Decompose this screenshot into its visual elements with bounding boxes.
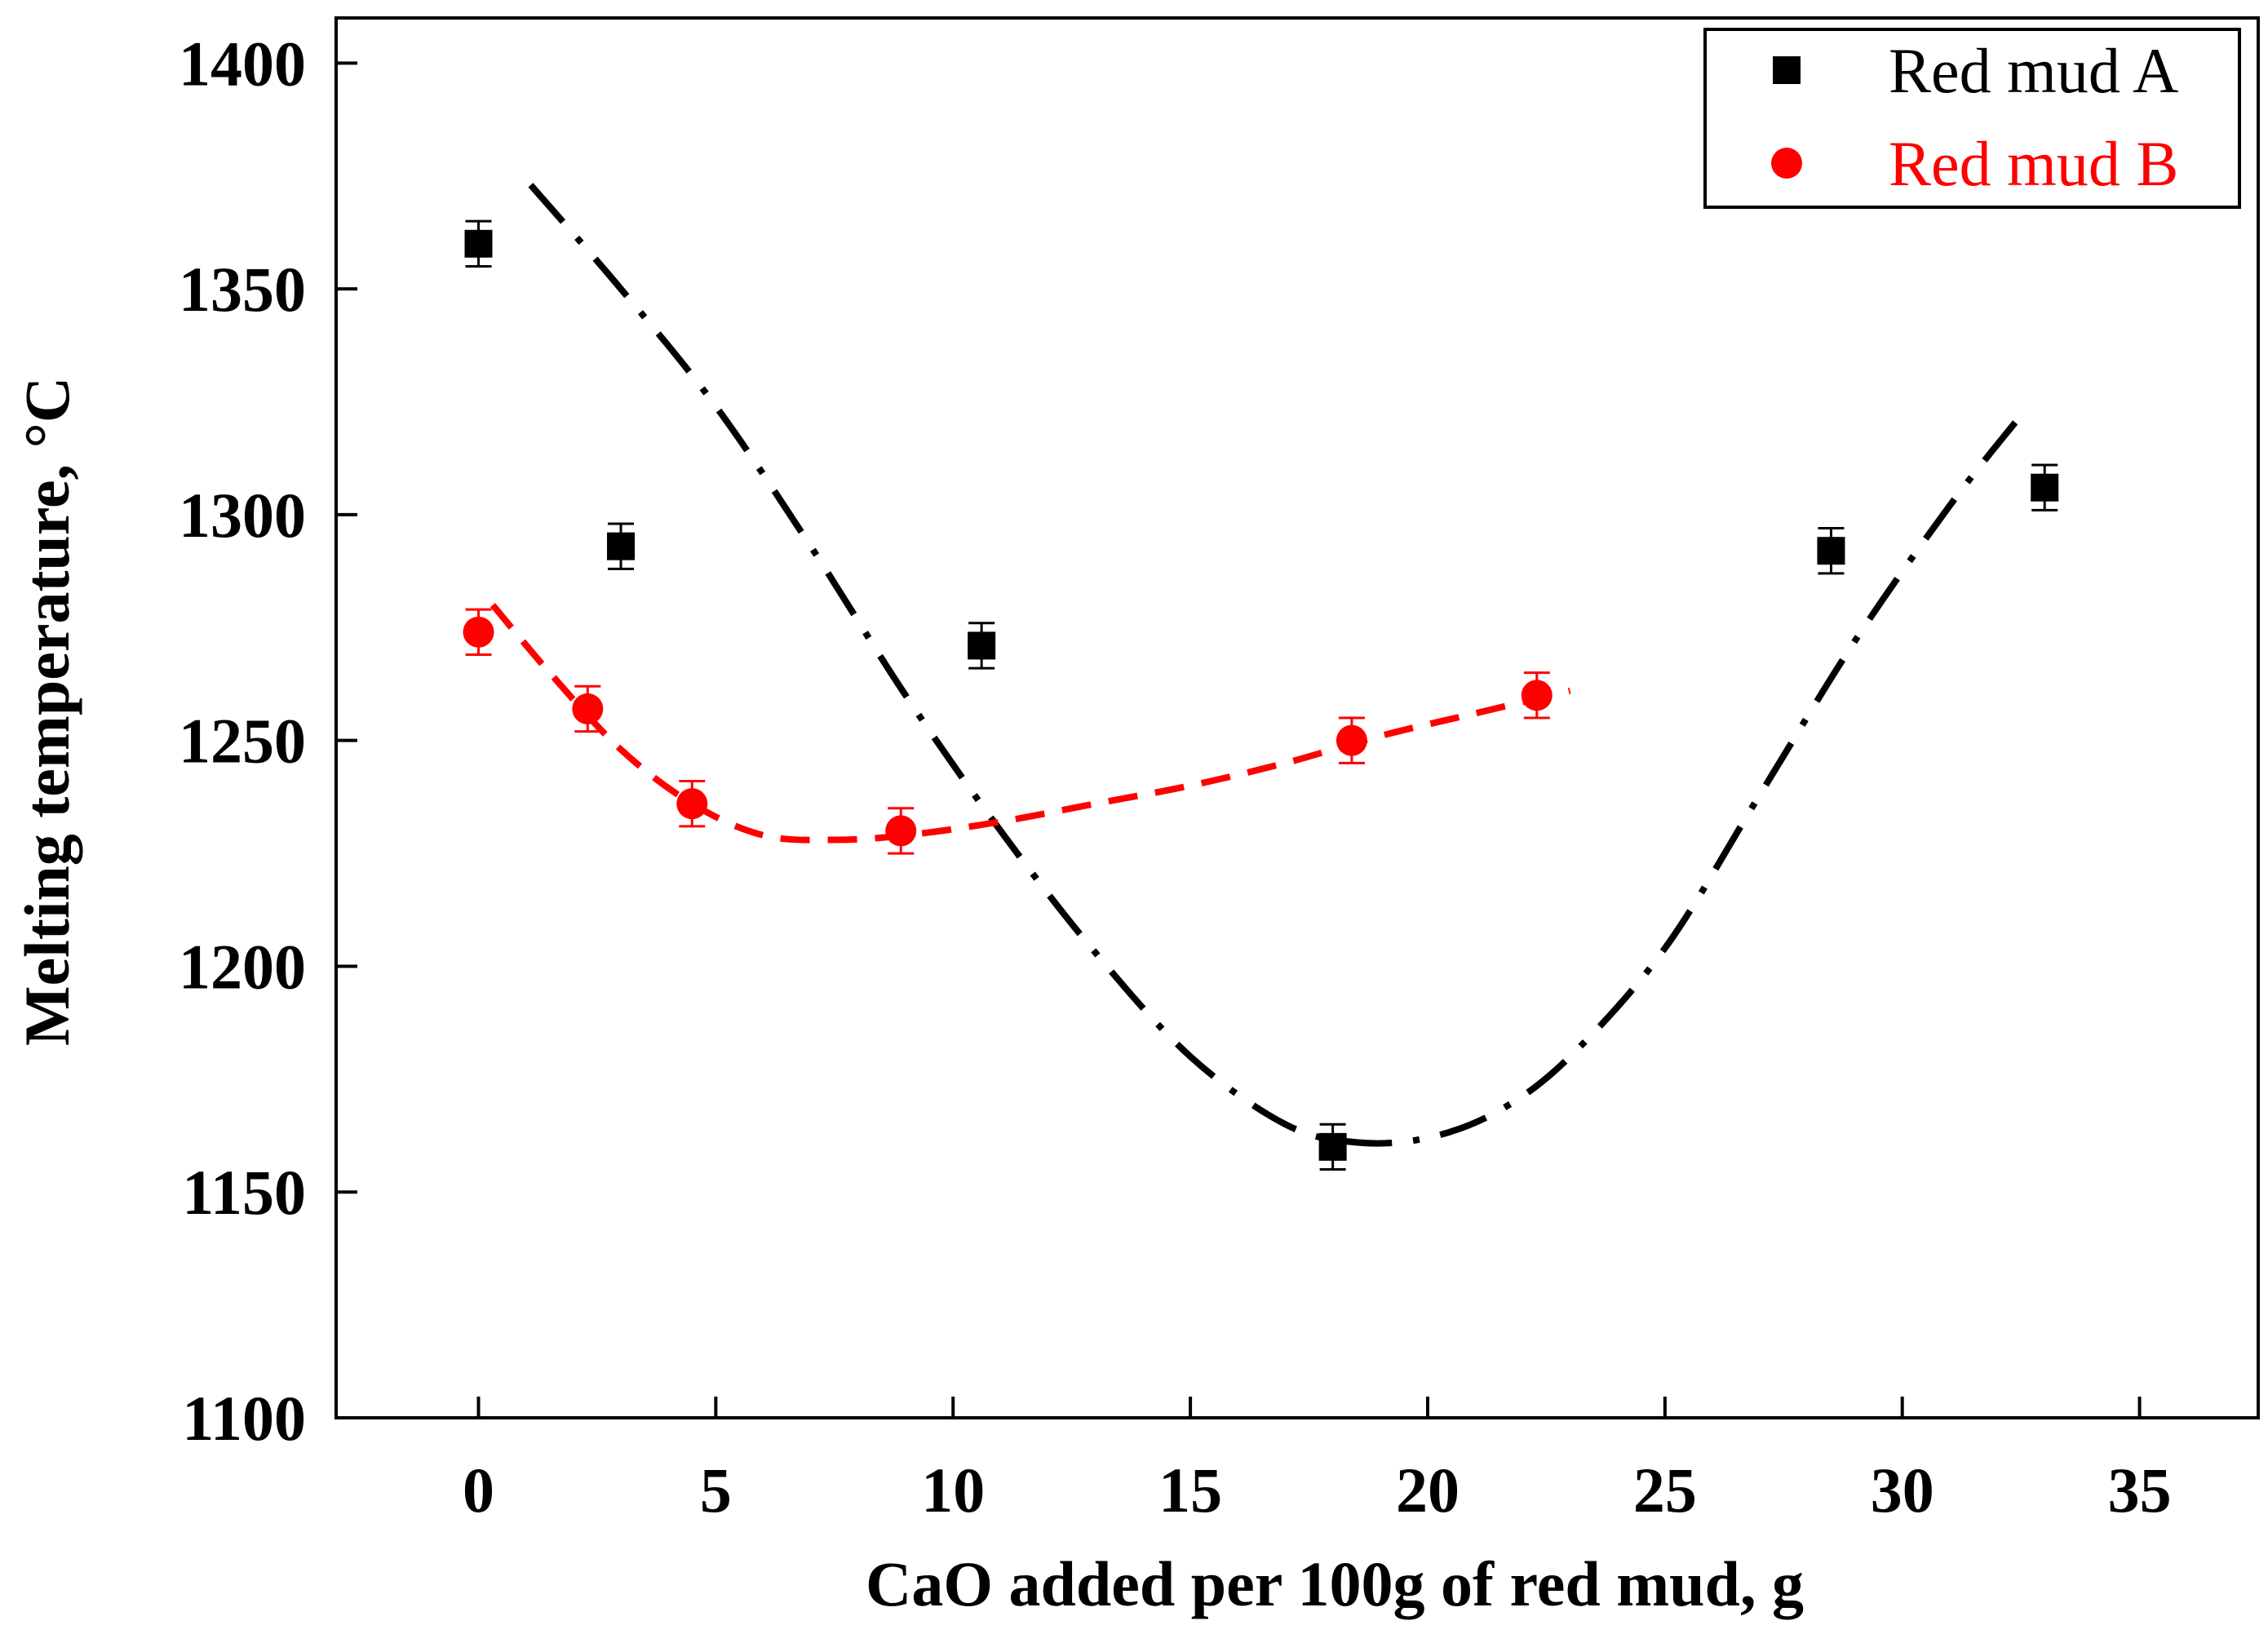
data-point-red-mud-b	[676, 788, 708, 820]
data-point-red-mud-b	[1521, 680, 1553, 711]
data-point-red-mud-a	[2031, 473, 2059, 502]
x-tick-label: 15	[1158, 1455, 1222, 1526]
x-axis-title: CaO added per 100g of red mud, g	[866, 1548, 1804, 1619]
x-tick-label: 0	[463, 1455, 494, 1526]
fit-line-red-mud-a	[528, 183, 2024, 1147]
y-tick-label: 1100	[182, 1383, 306, 1454]
data-point-red-mud-b	[572, 693, 604, 724]
fit-lines	[489, 183, 2024, 1147]
x-tick-label: 35	[2108, 1455, 2172, 1526]
x-tick-labels: 0 5 10 15 20 25 30 35	[463, 1455, 2172, 1526]
data-point-red-mud-a	[464, 229, 493, 258]
data-markers	[463, 229, 2059, 1161]
y-tick-labels: 1100 1150 1200 1250 1300 1350 1400	[179, 28, 306, 1454]
x-tick-label: 20	[1396, 1455, 1460, 1526]
legend-marker-red-mud-b	[1771, 148, 1802, 179]
y-tick-label: 1350	[179, 254, 306, 325]
data-point-red-mud-a	[968, 631, 996, 660]
x-tick-label: 30	[1871, 1455, 1934, 1526]
fit-line-red-mud-b	[489, 603, 1571, 844]
y-tick-label: 1250	[179, 706, 306, 777]
data-point-red-mud-b	[1336, 724, 1367, 756]
legend-label-red-mud-a: Red mud A	[1889, 35, 2178, 106]
data-point-red-mud-b	[463, 616, 494, 648]
axis-ticks	[336, 61, 2142, 1419]
y-axis-title: Melting temperature, °C	[11, 377, 82, 1046]
x-tick-label: 25	[1633, 1455, 1697, 1526]
y-tick-label: 1200	[179, 931, 306, 1002]
y-tick-label: 1150	[182, 1157, 306, 1228]
legend: Red mud A Red mud B	[1703, 28, 2241, 209]
data-point-red-mud-a	[607, 532, 636, 560]
data-point-red-mud-b	[885, 815, 917, 847]
plot-frame	[334, 16, 2260, 1419]
x-tick-label: 10	[921, 1455, 985, 1526]
y-tick-label: 1400	[179, 28, 306, 99]
x-tick-label: 5	[700, 1455, 732, 1526]
legend-marker-red-mud-a	[1773, 56, 1801, 84]
data-point-red-mud-a	[1817, 537, 1845, 565]
y-tick-label: 1300	[179, 480, 306, 551]
legend-label-red-mud-b: Red mud B	[1889, 128, 2178, 199]
data-point-red-mud-a	[1318, 1132, 1347, 1161]
